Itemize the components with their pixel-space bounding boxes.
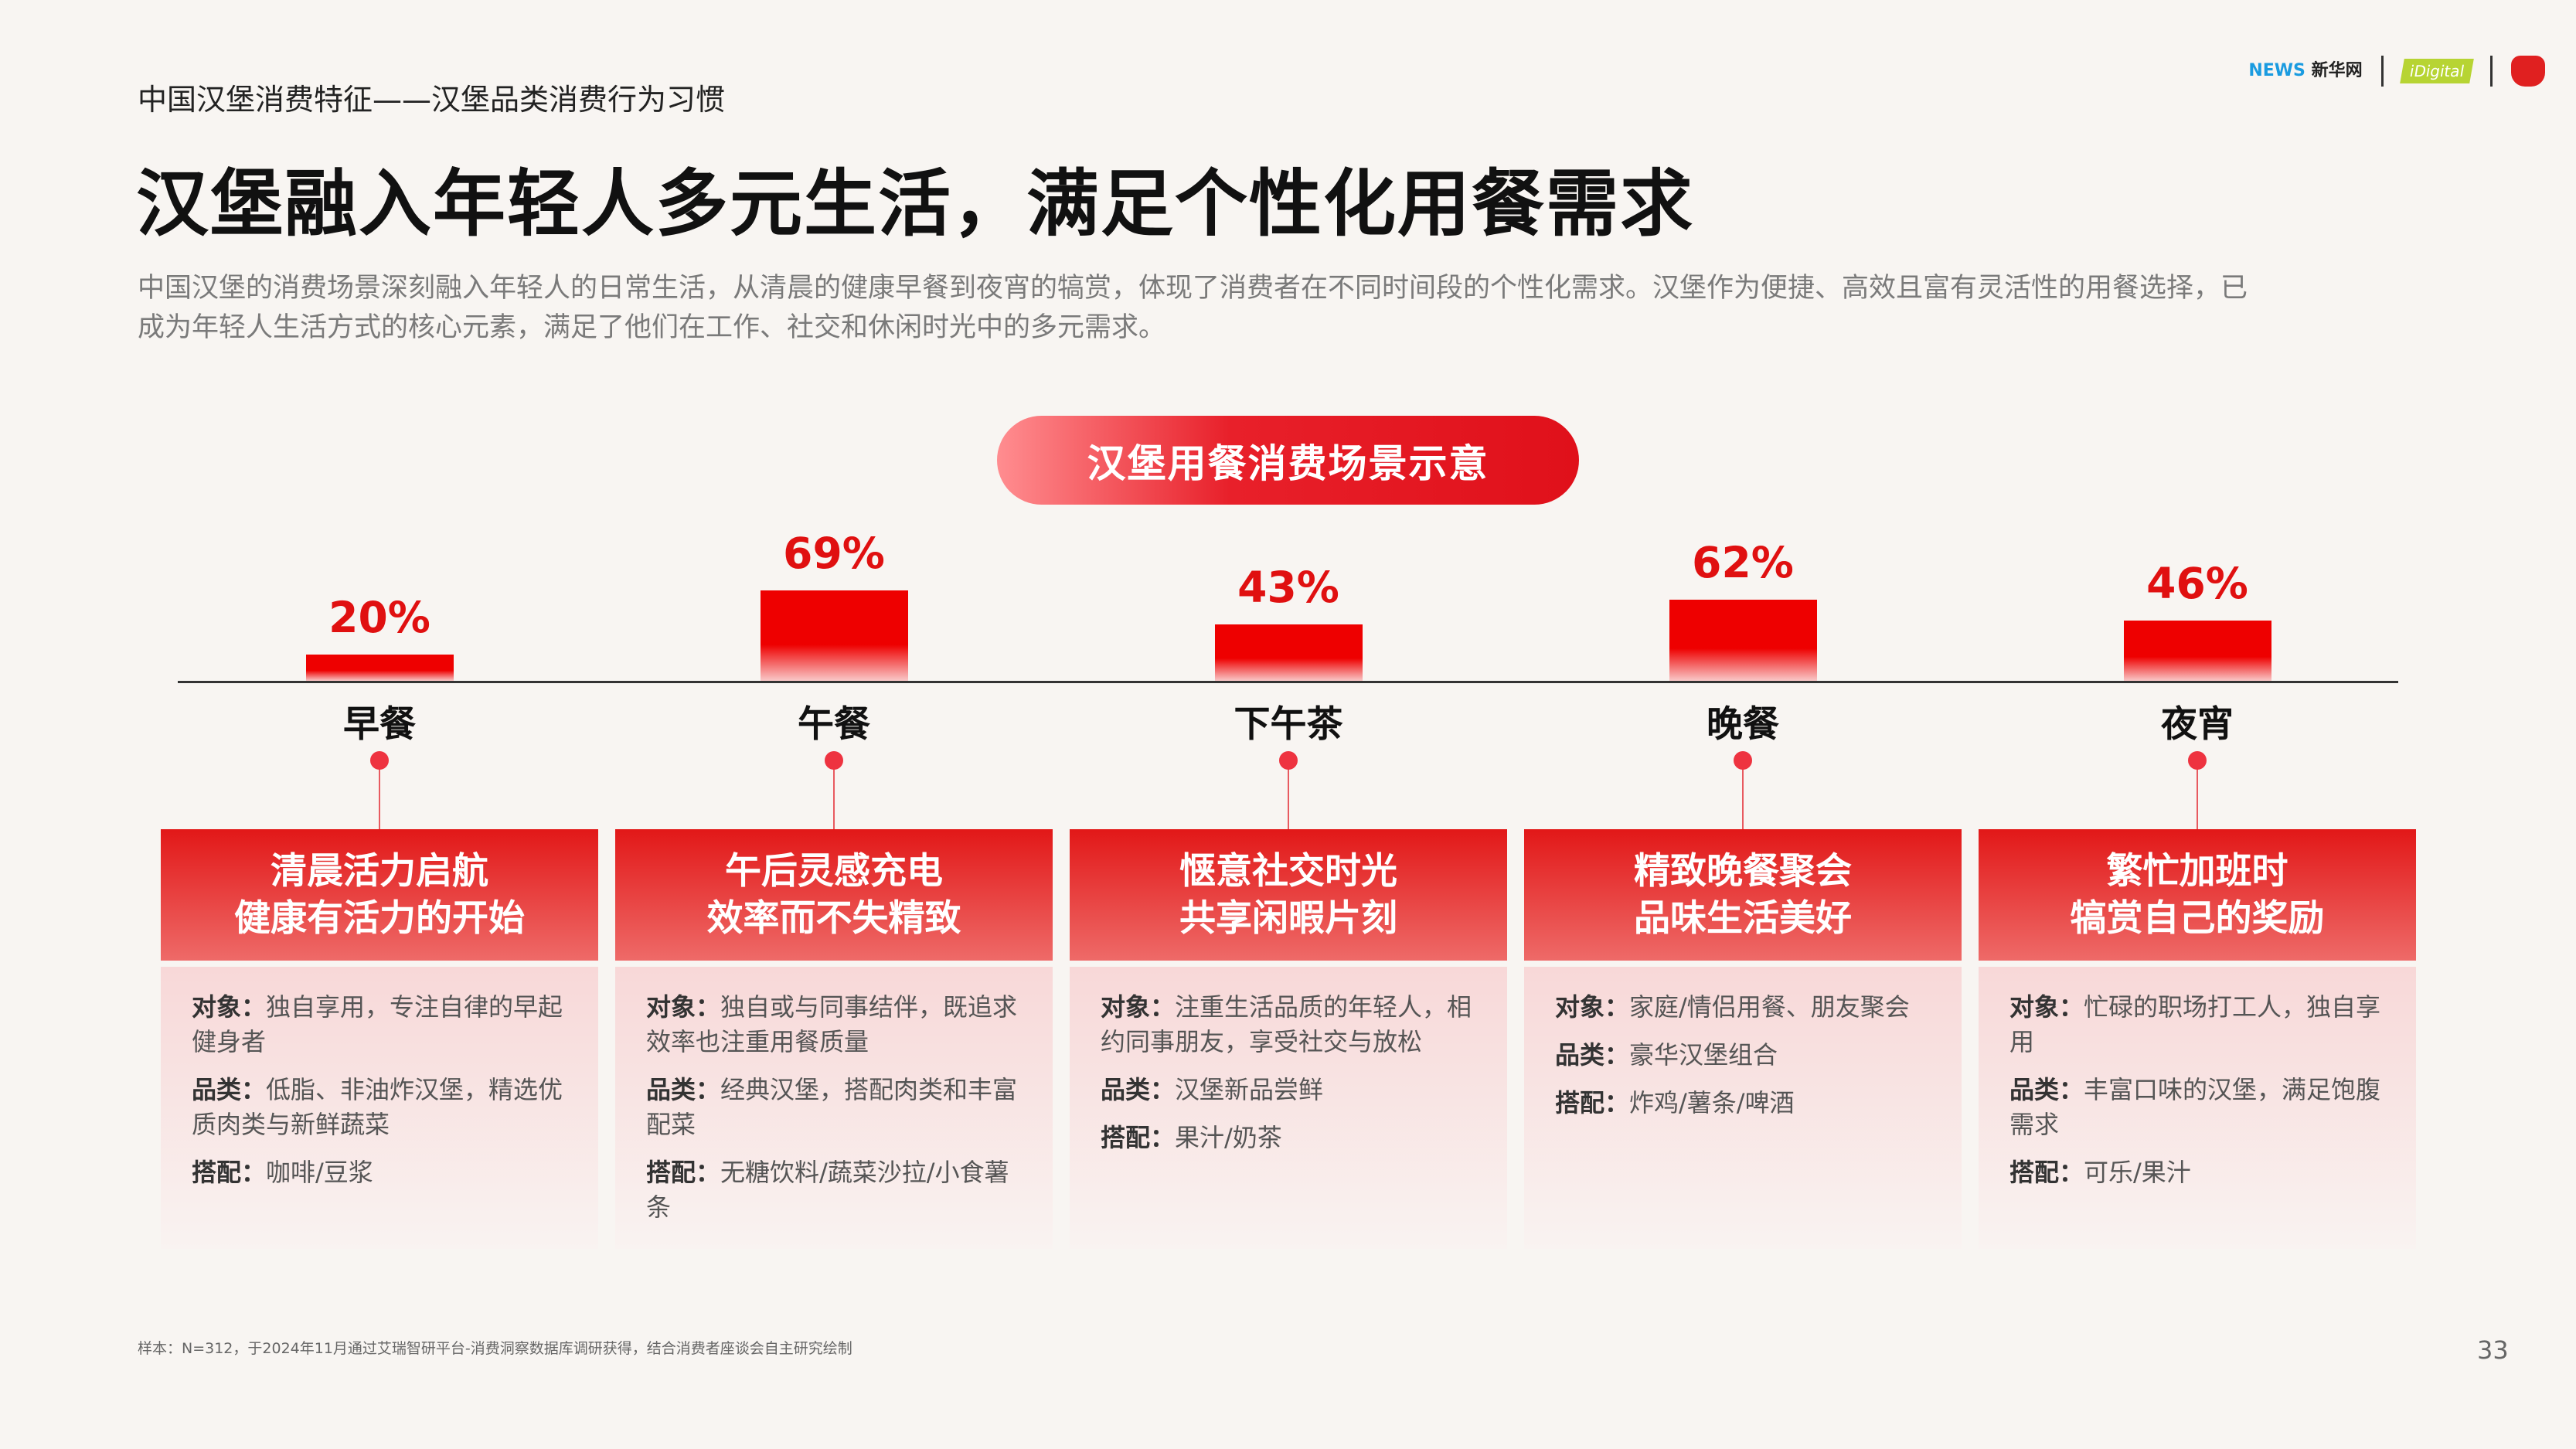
card-body: 对象：家庭/情侣用餐、朋友聚会 品类：豪华汉堡组合 搭配：炸鸡/薯条/啤酒 — [1524, 967, 1962, 1249]
card-header: 午后灵感充电 效率而不失精致 — [615, 829, 1053, 961]
card-detail: 搭配：无糖饮料/蔬菜沙拉/小食薯条 — [646, 1158, 1009, 1222]
logo-bar: NEWS 新华网 iDigital — [2248, 48, 2545, 94]
category-label: 午餐 — [798, 703, 870, 746]
bar-3 — [1669, 599, 1817, 681]
card-detail: 品类：汉堡新品尝鲜 — [1101, 1075, 1324, 1104]
card-detail: 品类：经典汉堡，搭配肉类和丰富配菜 — [646, 1075, 1018, 1139]
card-detail: 对象：家庭/情侣用餐、朋友聚会 — [1555, 992, 1910, 1022]
category-label: 晚餐 — [1707, 703, 1779, 746]
connector-line — [1742, 760, 1744, 830]
description-line-2: 成为年轻人生活方式的核心元素，满足了他们在工作、社交和休闲时光中的多元需求。 — [138, 312, 1166, 343]
timeline-dot — [2188, 751, 2207, 770]
page-title: 汉堡融入年轻人多元生活，满足个性化用餐需求 — [136, 162, 1695, 247]
card-header: 清晨活力启航 健康有活力的开始 — [161, 829, 598, 961]
xinhua-logo: NEWS 新华网 — [2248, 61, 2363, 80]
card-detail: 品类：低脂、非油炸汉堡，精选优质肉类与新鲜蔬菜 — [192, 1075, 563, 1139]
scene-card: 午后灵感充电 效率而不失精致 对象：独自或与同事结伴，既追求效率也注重用餐质量品… — [615, 829, 1053, 1249]
bar-1 — [761, 590, 908, 681]
bar-value-label: 46% — [2146, 558, 2248, 608]
connector-line — [1288, 760, 1289, 830]
card-title-line-1: 午后灵感充电 — [725, 850, 943, 893]
card-title-line-2: 共享闲暇片刻 — [1179, 897, 1397, 940]
card-body: 对象：注重生活品质的年轻人，相约同事朋友，享受社交与放松品类：汉堡新品尝鲜 搭配：… — [1070, 967, 1507, 1249]
axis-baseline — [178, 681, 2398, 683]
card-detail: 搭配：咖啡/豆浆 — [192, 1158, 373, 1187]
card-body: 对象：独自享用，专注自律的早起健身者 品类：低脂、非油炸汉堡，精选优质肉类与新鲜蔬… — [161, 967, 598, 1249]
chart-title-pill: 汉堡用餐消费场景示意 — [997, 416, 1579, 505]
card-body: 对象：独自或与同事结伴，既追求效率也注重用餐质量 品类：经典汉堡，搭配肉类和丰富配… — [615, 967, 1053, 1249]
card-title-line-1: 清晨活力启航 — [271, 850, 488, 893]
card-title-line-2: 犒赏自己的奖励 — [2070, 897, 2325, 940]
card-detail: 品类：丰富口味的汉堡，满足饱腹需求 — [2009, 1075, 2381, 1139]
mask-logo-icon — [2511, 56, 2545, 87]
page-number: 33 — [2477, 1335, 2509, 1365]
timeline-dot — [1734, 751, 1752, 770]
card-title-line-2: 效率而不失精致 — [706, 897, 961, 940]
bar-0 — [306, 655, 454, 681]
card-detail: 对象：忙碌的职场打工人，独自享用 — [2009, 992, 2381, 1056]
card-title-line-1: 繁忙加班时 — [2106, 850, 2288, 893]
timeline-dot — [825, 751, 843, 770]
scene-card: 惬意社交时光 共享闲暇片刻 对象：注重生活品质的年轻人，相约同事朋友，享受社交与… — [1070, 829, 1507, 1249]
bar-value-label: 69% — [783, 528, 885, 578]
scene-card: 清晨活力启航 健康有活力的开始 对象：独自享用，专注自律的早起健身者 品类：低脂、… — [161, 829, 598, 1249]
card-detail: 搭配：可乐/果汁 — [2009, 1158, 2191, 1187]
section-subtitle: 中国汉堡消费特征——汉堡品类消费行为习惯 — [138, 83, 726, 117]
connector-line — [833, 760, 835, 830]
card-detail: 对象：注重生活品质的年轻人，相约同事朋友，享受社交与放松 — [1101, 992, 1472, 1056]
bar-4 — [2124, 620, 2271, 681]
category-label: 早餐 — [343, 703, 416, 746]
idigital-logo: iDigital — [2399, 59, 2474, 83]
card-detail: 搭配：炸鸡/薯条/啤酒 — [1555, 1088, 1795, 1117]
timeline-dot — [1279, 751, 1298, 770]
timeline-dot — [370, 751, 389, 770]
divider — [2380, 56, 2384, 87]
divider — [2490, 56, 2493, 87]
description-line-1: 中国汉堡的消费场景深刻融入年轻人的日常生活，从清晨的健康早餐到夜宵的犒赏，体现了… — [138, 273, 2248, 304]
category-label: 下午茶 — [1234, 703, 1343, 746]
card-detail: 搭配：果汁/奶茶 — [1101, 1123, 1282, 1152]
card-detail: 对象：独自或与同事结伴，既追求效率也注重用餐质量 — [646, 992, 1018, 1056]
card-header: 繁忙加班时 犒赏自己的奖励 — [1979, 829, 2416, 961]
category-label: 夜宵 — [2161, 703, 2234, 746]
card-detail: 对象：独自享用，专注自律的早起健身者 — [192, 992, 563, 1056]
bar-value-label: 62% — [1692, 537, 1794, 587]
bar-value-label: 20% — [328, 593, 430, 642]
card-title-line-2: 品味生活美好 — [1634, 897, 1852, 940]
bar-value-label: 43% — [1237, 562, 1339, 612]
card-title-line-1: 精致晚餐聚会 — [1634, 850, 1852, 893]
connector-line — [2197, 760, 2198, 830]
card-title-line-1: 惬意社交时光 — [1179, 850, 1397, 893]
connector-line — [379, 760, 380, 830]
scene-card: 繁忙加班时 犒赏自己的奖励 对象：忙碌的职场打工人，独自享用 品类：丰富口味的汉堡… — [1979, 829, 2416, 1249]
bar-2 — [1215, 624, 1363, 681]
card-title-line-2: 健康有活力的开始 — [234, 897, 525, 940]
scene-card: 精致晚餐聚会 品味生活美好 对象：家庭/情侣用餐、朋友聚会 品类：豪华汉堡组合 搭配… — [1524, 829, 1962, 1249]
source-note: 样本：N=312，于2024年11月通过艾瑞智研平台-消费洞察数据库调研获得，结… — [138, 1340, 852, 1357]
card-header: 精致晚餐聚会 品味生活美好 — [1524, 829, 1962, 961]
card-body: 对象：忙碌的职场打工人，独自享用 品类：丰富口味的汉堡，满足饱腹需求搭配：可乐/果… — [1979, 967, 2416, 1249]
card-header: 惬意社交时光 共享闲暇片刻 — [1070, 829, 1507, 961]
card-detail: 品类：豪华汉堡组合 — [1555, 1040, 1778, 1070]
